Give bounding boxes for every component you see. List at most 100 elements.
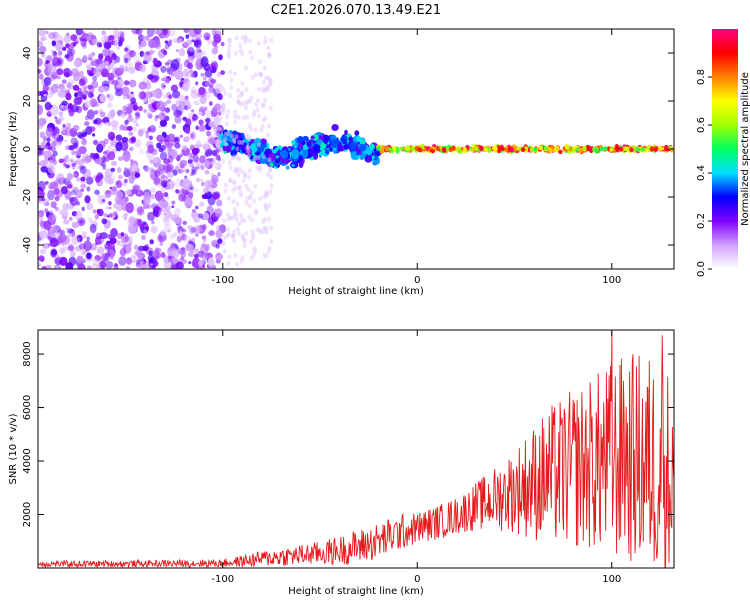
spectrogram-speckle (190, 237, 196, 243)
spectrogram-speckle (61, 100, 68, 106)
spectrogram-speckle (210, 79, 216, 84)
spectrogram-speckle (191, 166, 197, 174)
spectrogram-speckle (54, 34, 64, 45)
spectrogram-speckle (222, 235, 227, 241)
spectrogram-speckle (435, 146, 441, 151)
spectrogram-speckle (263, 115, 268, 121)
spectrogram-speckle (111, 161, 118, 166)
spectrogram-speckle (285, 165, 290, 170)
spectrogram-speckle (144, 91, 153, 99)
spectrogram-speckle (226, 261, 231, 266)
spectrogram-speckle (163, 212, 167, 216)
spectrogram-speckle (94, 117, 102, 125)
spectrogram-speckle (280, 149, 289, 160)
spectrogram-speckle (117, 76, 122, 80)
spectrogram-marks (38, 29, 674, 269)
spectrogram-x-tick-label: 100 (602, 275, 621, 286)
spectrogram-speckle (187, 104, 192, 110)
spectrogram-speckle (564, 143, 570, 150)
spectrogram-speckle (63, 155, 70, 163)
spectrogram-speckle (152, 57, 158, 65)
spectrogram-speckle (200, 50, 206, 56)
chart-title: C2E1.2026.070.13.49.E21 (271, 3, 441, 18)
spectrogram-speckle (62, 203, 69, 212)
spectrogram-speckle (39, 219, 45, 227)
spectrogram-speckle (664, 147, 669, 152)
spectrogram-x-ticks: -100 0 100 (211, 29, 621, 286)
spectrogram-speckle (73, 103, 77, 109)
spectrogram-speckle (47, 146, 52, 151)
spectrogram-speckle (134, 172, 141, 178)
spectrogram-speckle (448, 146, 454, 152)
spectrogram-speckle (113, 211, 118, 216)
spectrogram-speckle (142, 245, 149, 252)
spectrogram-speckle (100, 238, 105, 243)
spectrogram-speckle (192, 257, 201, 269)
spectrogram-speckle (251, 252, 256, 258)
spectrogram-speckle (57, 118, 63, 123)
spectrogram-speckle (232, 154, 237, 160)
spectrogram-speckle (211, 174, 219, 184)
spectrogram-speckle (78, 78, 86, 87)
spectrogram-speckle (108, 35, 115, 41)
spectrogram-speckle (76, 255, 84, 263)
spectrogram-speckle (247, 194, 252, 200)
spectrogram-speckle (609, 147, 614, 152)
spectrogram-speckle (126, 49, 132, 56)
spectrogram-speckle (111, 186, 117, 192)
spectrogram-speckle (123, 125, 129, 131)
spectrogram-speckle (197, 111, 203, 116)
spectrogram-speckle (228, 165, 233, 171)
spectrogram-speckle (158, 135, 164, 141)
spectrogram-speckle (150, 187, 157, 193)
spectrogram-speckle (54, 196, 60, 202)
spectrogram-speckle (143, 195, 151, 206)
spectrogram-speckle (199, 87, 207, 98)
spectrogram-speckle (211, 150, 218, 157)
spectrogram-speckle (159, 145, 167, 151)
spectrogram-speckle (213, 34, 217, 39)
spectrogram-speckle (40, 37, 45, 42)
spectrogram-speckle (208, 137, 217, 145)
spectrogram-speckle (60, 229, 65, 235)
spectrogram-speckle (344, 129, 348, 135)
spectrogram-speckle (158, 111, 166, 121)
spectrogram-speckle (195, 81, 199, 86)
spectrogram-speckle (301, 141, 305, 145)
spectrogram-speckle (64, 190, 72, 200)
spectrogram-speckle (68, 79, 75, 85)
spectrogram-speckle (64, 180, 73, 188)
spectrogram-speckle (72, 41, 77, 47)
spectrogram-speckle (253, 184, 258, 189)
spectrogram-speckle (157, 209, 166, 218)
spectrogram-speckle (167, 155, 174, 163)
spectrogram-speckle (89, 98, 98, 108)
spectrogram-speckle (192, 154, 199, 163)
spectrogram-speckle (129, 79, 137, 88)
spectrogram-speckle (172, 37, 179, 43)
colorbar-tick-label: 0.2 (696, 213, 707, 229)
spectrogram-speckle (211, 29, 217, 36)
spectrogram-speckle (65, 262, 74, 269)
spectrogram-speckle (291, 148, 300, 160)
spectrogram-speckle (128, 146, 134, 152)
spectrogram-speckle (116, 67, 125, 75)
spectrogram-speckle (136, 191, 140, 195)
spectrogram-speckle (44, 208, 49, 214)
spectrogram-speckle (242, 243, 247, 249)
spectrogram-speckle (264, 229, 269, 235)
spectrogram-speckle (249, 256, 254, 261)
spectrogram-speckle (244, 87, 249, 92)
spectrogram-speckle (94, 213, 99, 220)
spectrogram-speckle (182, 220, 187, 225)
spectrogram-speckle (172, 169, 178, 176)
spectrogram-speckle (217, 238, 223, 245)
spectrogram-speckle (119, 248, 127, 257)
spectrogram-speckle (135, 123, 139, 127)
spectrogram-speckle (188, 261, 192, 265)
spectrogram-speckle (98, 63, 103, 69)
spectrogram-speckle (215, 126, 223, 132)
spectrogram-speckle (38, 105, 44, 116)
spectrogram-y-tick-label: 0 (22, 146, 33, 152)
spectrogram-speckle (248, 98, 253, 104)
